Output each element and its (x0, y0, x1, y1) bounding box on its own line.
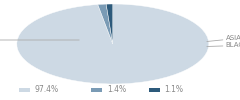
Wedge shape (106, 4, 113, 44)
Bar (91, 88, 102, 92)
Wedge shape (98, 4, 113, 44)
Text: 1.4%: 1.4% (107, 86, 126, 94)
Bar (19, 88, 30, 92)
Bar (149, 88, 160, 92)
Wedge shape (17, 4, 209, 84)
Text: ASIAN: ASIAN (207, 36, 240, 42)
Text: 1.1%: 1.1% (164, 86, 183, 94)
Text: WHITE: WHITE (0, 37, 79, 43)
Text: BLACK: BLACK (207, 42, 240, 48)
Text: 97.4%: 97.4% (35, 86, 59, 94)
